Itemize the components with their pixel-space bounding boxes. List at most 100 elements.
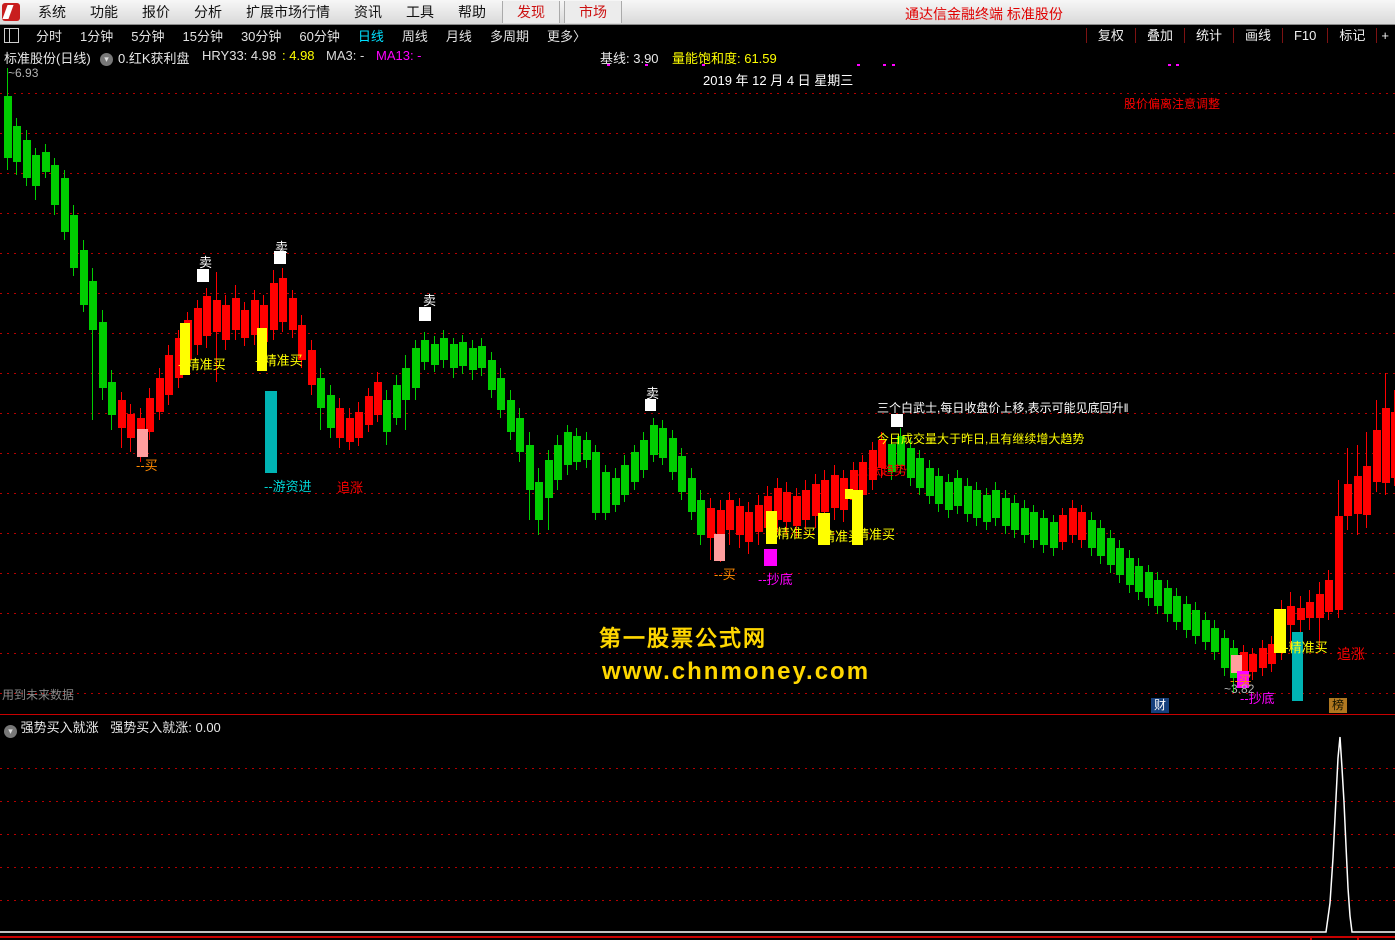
- candle: [812, 484, 820, 516]
- hot-money-bar: [1292, 632, 1303, 701]
- menu-item-功能[interactable]: 功能: [90, 4, 118, 20]
- sell-signal-label: 卖: [275, 240, 289, 255]
- price-gridline: [0, 453, 1395, 454]
- date-label: 2019 年 12 月 4 日 星期三: [703, 73, 854, 88]
- candle: [1078, 512, 1086, 540]
- menu-item-market[interactable]: 市场: [564, 1, 622, 23]
- candle: [1211, 628, 1219, 652]
- candle: [70, 215, 78, 268]
- ma13-dot: [857, 64, 860, 66]
- price-gridline: [0, 173, 1395, 174]
- period-item-1分钟[interactable]: 1分钟: [80, 29, 114, 44]
- period-item-30分钟[interactable]: 30分钟: [240, 29, 282, 44]
- sell-marker-square: [645, 399, 656, 411]
- window-title: 通达信金融终端 标准股份: [905, 6, 1063, 22]
- sub-indicator-panel[interactable]: ▾ 强势买入就涨 强势买入就涨: 0.00: [0, 715, 1395, 940]
- candle: [1050, 522, 1058, 548]
- tag-bang: 榜: [1329, 698, 1348, 713]
- candle: [1249, 654, 1257, 672]
- candle: [783, 492, 791, 522]
- tag-cai: 财: [1151, 698, 1170, 713]
- candle: [964, 486, 972, 514]
- price-gridline: [0, 613, 1395, 614]
- period-item-60分钟[interactable]: 60分钟: [299, 29, 340, 44]
- candle-wick: [92, 268, 93, 420]
- sell-marker-square: [419, 307, 431, 321]
- right-tools: 复权 叠加 统计 画线 F10 标记 +: [1085, 25, 1393, 46]
- candle: [1382, 408, 1390, 483]
- candle: [355, 412, 363, 438]
- ma13-label: MA13: -: [376, 48, 422, 63]
- period-item-更多〉[interactable]: 更多〉: [546, 29, 586, 44]
- candle: [61, 178, 69, 232]
- candle: [945, 482, 953, 510]
- candlestick-canvas[interactable]: 卖卖卖卖 --精准买 --精准买 --精准买 精准买 精准买 --精准买 --买 --买 --买 -…: [0, 46, 1395, 714]
- candle: [440, 338, 448, 360]
- sub-indicator-name[interactable]: 强势买入就涨: [20, 720, 99, 735]
- candle: [516, 418, 524, 452]
- candle: [878, 440, 886, 468]
- precise-buy-bar: [180, 323, 190, 375]
- buy-bar: [714, 534, 725, 561]
- candle: [118, 400, 126, 428]
- panel-divider[interactable]: [0, 714, 1395, 715]
- period-item-5分钟[interactable]: 5分钟: [131, 29, 165, 44]
- precise-buy-bar: [257, 328, 267, 371]
- tool-item-标记[interactable]: 标记: [1327, 28, 1376, 43]
- candle: [535, 482, 543, 520]
- period-item-周线[interactable]: 周线: [401, 29, 428, 44]
- tool-item-画线[interactable]: 画线: [1232, 28, 1282, 43]
- tool-item-plus[interactable]: +: [1376, 28, 1393, 43]
- period-item-分时[interactable]: 分时: [36, 29, 63, 44]
- candle: [365, 396, 373, 425]
- period-item-15分钟[interactable]: 15分钟: [182, 29, 223, 44]
- candle: [954, 478, 962, 506]
- candle: [888, 444, 896, 472]
- menu-item-工具[interactable]: 工具: [406, 4, 434, 20]
- menu-item-资讯[interactable]: 资讯: [354, 4, 382, 20]
- candle: [1373, 430, 1381, 482]
- menu-item-报价[interactable]: 报价: [142, 4, 170, 20]
- candle: [1154, 580, 1162, 606]
- indicator-name[interactable]: 0.红K获利盘: [118, 51, 190, 66]
- precise-buy-label: --精准买: [768, 526, 816, 541]
- tool-item-复权[interactable]: 复权: [1085, 28, 1135, 43]
- menu-item-分析[interactable]: 分析: [194, 4, 222, 20]
- indicator-collapse-icon[interactable]: ▾: [100, 48, 113, 66]
- candle: [1164, 588, 1172, 614]
- candle: [935, 476, 943, 504]
- tool-item-叠加[interactable]: 叠加: [1134, 28, 1184, 43]
- period-item-日线[interactable]: 日线: [357, 29, 384, 44]
- candle: [327, 395, 335, 428]
- menu-item-discover[interactable]: 发现: [502, 1, 560, 23]
- candle: [507, 400, 515, 432]
- layout-icon[interactable]: [4, 28, 19, 43]
- candle: [1354, 476, 1362, 514]
- candle-wick: [1300, 596, 1301, 645]
- period-item-多周期[interactable]: 多周期: [489, 29, 529, 44]
- candle: [973, 490, 981, 518]
- main-chart-area[interactable]: 标准股份(日线) ▾ 0.红K获利盘 HRY33: 4.98 : 4.98 MA…: [0, 46, 1395, 714]
- candle: [1335, 516, 1343, 610]
- volume-note: 今日成交量大于昨日,且有继续增大趋势: [877, 432, 1085, 446]
- precise-buy-label: --精准买: [1280, 640, 1328, 655]
- candle: [1183, 604, 1191, 630]
- candle: [1002, 498, 1010, 526]
- sub-indicator-value: 强势买入就涨: 0.00: [110, 720, 221, 735]
- baseline-value: 基线: 3.90: [600, 51, 659, 66]
- period-item-月线[interactable]: 月线: [445, 29, 472, 44]
- menu-item-扩展市场行情[interactable]: 扩展市场行情: [246, 4, 330, 20]
- app-logo-icon[interactable]: [2, 3, 20, 21]
- candle: [983, 495, 991, 522]
- precise-buy-bar: [1274, 609, 1286, 653]
- menu-item-系统[interactable]: 系统: [38, 4, 66, 20]
- candle: [916, 458, 924, 488]
- tool-item-F10[interactable]: F10: [1281, 28, 1327, 43]
- candle: [156, 378, 164, 412]
- sub-indicator-collapse-icon[interactable]: ▾: [4, 725, 17, 738]
- menu-item-帮助[interactable]: 帮助: [458, 4, 486, 20]
- candle: [897, 436, 905, 466]
- candle: [1135, 566, 1143, 592]
- tool-item-统计[interactable]: 统计: [1183, 28, 1233, 43]
